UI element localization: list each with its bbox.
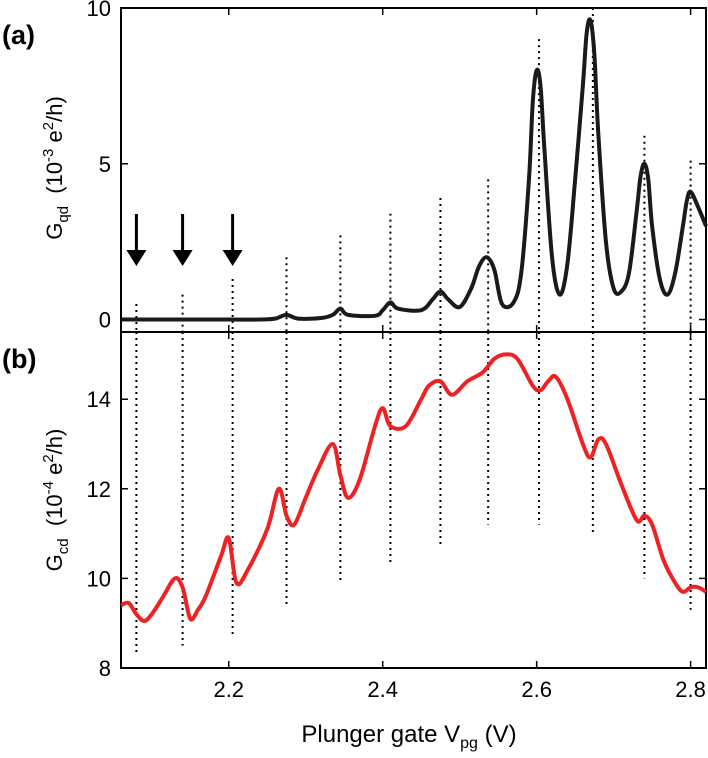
x-tick-label: 2.6: [521, 677, 552, 702]
plot-frame-1: [120, 331, 707, 669]
svg-text:Gcd (10-4 e2/h): Gcd (10-4 e2/h): [40, 429, 72, 572]
plot-frame-0: [120, 7, 707, 333]
y-tick-label: 12: [87, 477, 111, 502]
panel-a-plot: 0 5 10: [87, 0, 708, 333]
ylabel-a: Gqd (10-3 e2/h): [40, 96, 72, 240]
y-tick-label: 10: [87, 566, 111, 591]
arrow-marker-head: [172, 250, 193, 266]
x-tick-label: 2.4: [367, 677, 398, 702]
panel-label-a: (a): [2, 20, 35, 50]
x-axis-label: Plunger gate Vpg (V): [301, 721, 516, 752]
x-tick-label: 2.2: [213, 677, 244, 702]
arrow-marker-head: [222, 250, 243, 266]
svg-text:Gqd (10-3 e2/h): Gqd (10-3 e2/h): [40, 96, 72, 240]
series-line-G_qd: [121, 17, 708, 322]
y-tick-label: 8: [99, 656, 111, 681]
arrow-marker-head: [126, 250, 147, 266]
panel-label-b: (b): [2, 344, 36, 374]
x-tick-label: 2.8: [675, 677, 706, 702]
y-tick-label: 5: [99, 152, 111, 177]
y-tick-label: 10: [87, 0, 111, 21]
series-line-G_cd: [120, 352, 708, 623]
ylabel-b: Gcd (10-4 e2/h): [40, 429, 72, 572]
y-tick-label: 14: [87, 387, 111, 412]
panel-b-plot: 8 10 12 14 2.2 2.4 2.6 2.8: [87, 331, 708, 702]
y-tick-label: 0: [99, 308, 111, 333]
